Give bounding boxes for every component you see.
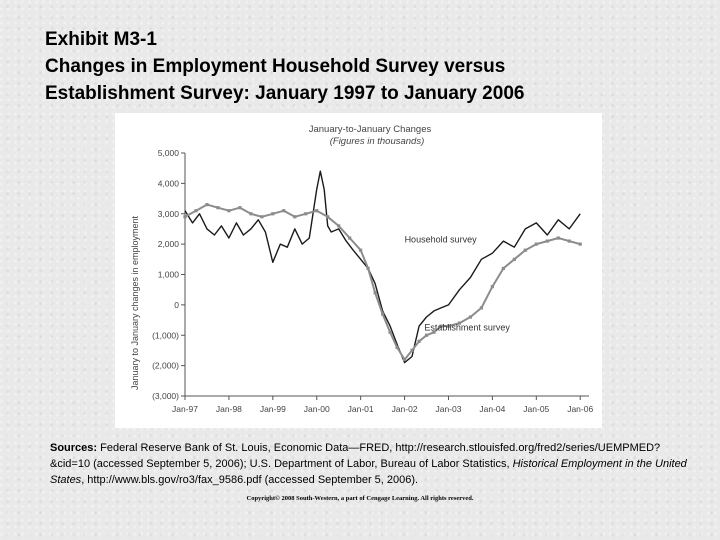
- establishment-survey-point: [271, 212, 275, 216]
- sources-text-2: , http://www.bls.gov/ro3/fax_9586.pdf (a…: [81, 474, 419, 486]
- title-line-1: Changes in Employment Household Survey v…: [45, 56, 506, 77]
- y-axis-label: January to January changes in employment: [130, 215, 140, 390]
- establishment-survey-point: [304, 212, 308, 216]
- establishment-survey-point: [249, 212, 253, 216]
- establishment-survey-point: [578, 242, 582, 246]
- establishment-survey-point: [238, 206, 242, 210]
- y-tick-label: (1,000): [152, 330, 179, 340]
- establishment-survey-line: [184, 203, 581, 361]
- establishment-survey-point: [523, 248, 527, 252]
- x-tick-label: Jan-97: [172, 404, 198, 414]
- establishment-survey-point: [381, 312, 385, 316]
- y-tick-label: 2,000: [158, 239, 180, 249]
- establishment-survey-point: [567, 239, 571, 243]
- establishment-survey-point: [183, 215, 187, 219]
- establishment-survey-point: [439, 324, 443, 328]
- establishment-survey-point: [424, 333, 429, 337]
- establishment-survey-point: [402, 357, 407, 362]
- x-tick-label: Jan-98: [216, 404, 242, 414]
- establishment-survey-point: [293, 215, 297, 219]
- establishment-survey-point: [446, 324, 451, 328]
- establishment-survey-point: [395, 345, 399, 349]
- slide-title: Exhibit M3-1 Changes in Employment House…: [45, 26, 705, 107]
- sources-italic-title: Historical Employment in the United Stat…: [50, 458, 687, 486]
- establishment-survey-point: [337, 224, 341, 228]
- establishment-survey-point: [326, 215, 330, 219]
- chart-title: January-to-January Changes: [309, 124, 432, 135]
- establishment-survey-point: [410, 348, 414, 353]
- title-line-2: Establishment Survey: January 1997 to Ja…: [45, 83, 525, 104]
- copyright-notice: Copyright© 2008 South-Western, a part of…: [246, 495, 474, 502]
- household-survey-line: [184, 170, 581, 364]
- y-tick-label: (2,000): [152, 361, 179, 371]
- establishment-survey-point: [556, 236, 560, 240]
- annotations: Household survey Establishment survey: [405, 235, 511, 333]
- establishment-survey-point: [457, 321, 462, 325]
- establishment-survey-point: [227, 209, 231, 213]
- x-tick-label: Jan-04: [479, 404, 505, 414]
- y-tick-label: 5,000: [158, 148, 180, 158]
- establishment-survey-point: [205, 203, 209, 207]
- sources-note: Sources: Federal Reserve Bank of St. Lou…: [50, 440, 690, 488]
- x-tick-label: Jan-02: [392, 404, 418, 414]
- x-tick-label: Jan-03: [435, 404, 461, 414]
- establishment-survey-point: [348, 236, 352, 240]
- establishment-survey-point: [359, 248, 363, 252]
- establishment-survey-point: [417, 339, 421, 343]
- x-tick-label: Jan-99: [260, 404, 286, 414]
- y-tick-label: 1,000: [158, 270, 180, 280]
- establishment-survey-point: [468, 315, 473, 319]
- x-tick-label: Jan-06: [567, 404, 593, 414]
- establishment-survey-point: [479, 306, 484, 310]
- establishment-survey-point: [216, 206, 220, 210]
- establishment-survey-point: [432, 330, 436, 334]
- establishment-survey-point: [282, 209, 286, 213]
- establishment-survey-point: [315, 209, 319, 213]
- sources-label: Sources:: [50, 442, 98, 454]
- establishment-survey-point: [545, 239, 549, 243]
- y-tick-label: 0: [174, 300, 179, 310]
- establishment-survey-point: [260, 215, 264, 219]
- sources-text-1: Federal Reserve Bank of St. Louis, Econo…: [50, 442, 661, 470]
- employment-chart: January-to-January Changes (Figures in t…: [130, 124, 593, 414]
- series-layer: [183, 170, 582, 364]
- establishment-survey-point: [490, 285, 494, 289]
- chart-subtitle: (Figures in thousands): [330, 136, 425, 147]
- chart-panel: January-to-January Changes (Figures in t…: [115, 113, 602, 428]
- series-annotation: Establishment survey: [424, 323, 510, 333]
- establishment-survey-point: [534, 242, 538, 246]
- establishment-survey-point: [373, 291, 377, 295]
- x-tick-label: Jan-00: [304, 404, 330, 414]
- establishment-survey-point: [388, 330, 392, 334]
- establishment-survey-point: [512, 257, 516, 261]
- establishment-survey-point: [194, 209, 198, 213]
- exhibit-label: Exhibit M3-1: [45, 29, 157, 50]
- x-tick-label: Jan-01: [348, 404, 374, 414]
- establishment-survey-point: [366, 266, 370, 271]
- x-tick-label: Jan-05: [523, 404, 549, 414]
- axes: 5,000 4,000 3,000 2,000 1,000 0 (1,000) (2,000)…: [152, 148, 593, 414]
- y-tick-label: 4,000: [158, 178, 180, 188]
- series-annotation: Household survey: [405, 235, 478, 245]
- y-tick-label: (3,000): [152, 391, 179, 401]
- establishment-survey-point: [501, 266, 505, 271]
- y-tick-label: 3,000: [158, 209, 180, 219]
